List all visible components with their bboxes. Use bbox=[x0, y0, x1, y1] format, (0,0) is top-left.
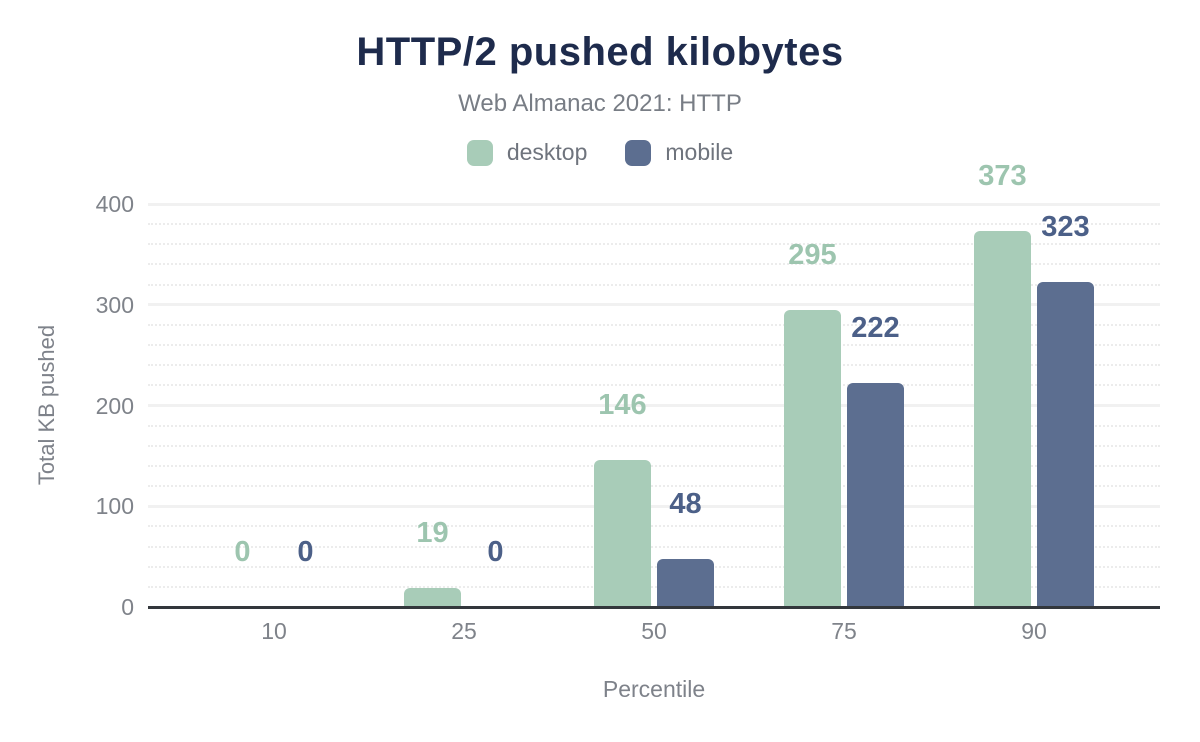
bar-mobile bbox=[847, 383, 904, 607]
value-label-desktop: 295 bbox=[788, 239, 837, 271]
gridline-minor bbox=[148, 565, 1160, 568]
legend: desktop mobile bbox=[0, 139, 1200, 166]
gridline-minor bbox=[148, 464, 1160, 467]
gridline-minor bbox=[148, 384, 1160, 387]
gridline-minor bbox=[148, 263, 1160, 266]
y-tick-label: 200 bbox=[95, 392, 134, 419]
legend-item-mobile: mobile bbox=[625, 139, 733, 166]
chart-subtitle: Web Almanac 2021: HTTP bbox=[458, 90, 742, 117]
gridline-minor bbox=[148, 424, 1160, 427]
bar-desktop bbox=[784, 310, 841, 607]
bar-mobile bbox=[657, 559, 714, 607]
gridline-minor bbox=[148, 525, 1160, 528]
bar-desktop bbox=[404, 588, 461, 607]
x-tick-label: 50 bbox=[641, 618, 667, 644]
value-label-desktop: 19 bbox=[416, 517, 449, 549]
bar-mobile bbox=[1037, 282, 1094, 607]
gridline-major bbox=[148, 404, 1160, 407]
value-label-mobile: 222 bbox=[851, 312, 900, 344]
value-label-mobile: 0 bbox=[297, 536, 314, 568]
x-axis-title: Percentile bbox=[602, 676, 706, 702]
plot-area: 0 19 146 295 373 0 0 48 222 323 bbox=[148, 160, 1160, 607]
gridline-minor bbox=[148, 283, 1160, 286]
gridline-minor bbox=[148, 585, 1160, 588]
value-label-desktop: 0 bbox=[234, 536, 251, 568]
gridline-minor bbox=[148, 444, 1160, 447]
gridline-minor bbox=[148, 485, 1160, 488]
value-label-mobile: 48 bbox=[669, 488, 702, 520]
y-tick-label: 0 bbox=[121, 594, 134, 620]
gridline-major bbox=[148, 202, 1160, 206]
value-label-desktop: 373 bbox=[978, 160, 1027, 192]
y-tick-label: 400 bbox=[95, 191, 134, 217]
x-tick-label: 25 bbox=[451, 618, 477, 644]
gridline-minor bbox=[148, 545, 1160, 548]
x-tick-label: 90 bbox=[1021, 618, 1047, 644]
gridline-minor bbox=[148, 364, 1160, 367]
value-label-mobile: 323 bbox=[1041, 211, 1090, 243]
gridline-minor bbox=[148, 243, 1160, 246]
chart-title: HTTP/2 pushed kilobytes bbox=[356, 30, 844, 74]
legend-swatch-mobile bbox=[625, 139, 652, 166]
x-tick-label: 10 bbox=[261, 618, 287, 644]
legend-item-desktop: desktop bbox=[466, 139, 588, 166]
bar-desktop bbox=[974, 231, 1031, 607]
legend-label-mobile: mobile bbox=[665, 139, 734, 165]
value-label-desktop: 146 bbox=[598, 389, 647, 421]
y-tick-label: 100 bbox=[95, 493, 134, 520]
x-tick-label: 75 bbox=[831, 618, 857, 644]
gridline-minor bbox=[148, 223, 1160, 226]
gridline-major bbox=[148, 303, 1160, 307]
value-label-mobile: 0 bbox=[487, 536, 504, 568]
legend-label-desktop: desktop bbox=[506, 139, 588, 165]
y-tick-label: 300 bbox=[95, 291, 134, 318]
x-axis-line bbox=[148, 606, 1160, 609]
legend-swatch-desktop bbox=[466, 139, 493, 166]
gridline-minor bbox=[148, 344, 1160, 347]
bar-desktop bbox=[594, 460, 651, 607]
gridline-minor bbox=[148, 323, 1160, 326]
gridline-major bbox=[148, 504, 1160, 508]
